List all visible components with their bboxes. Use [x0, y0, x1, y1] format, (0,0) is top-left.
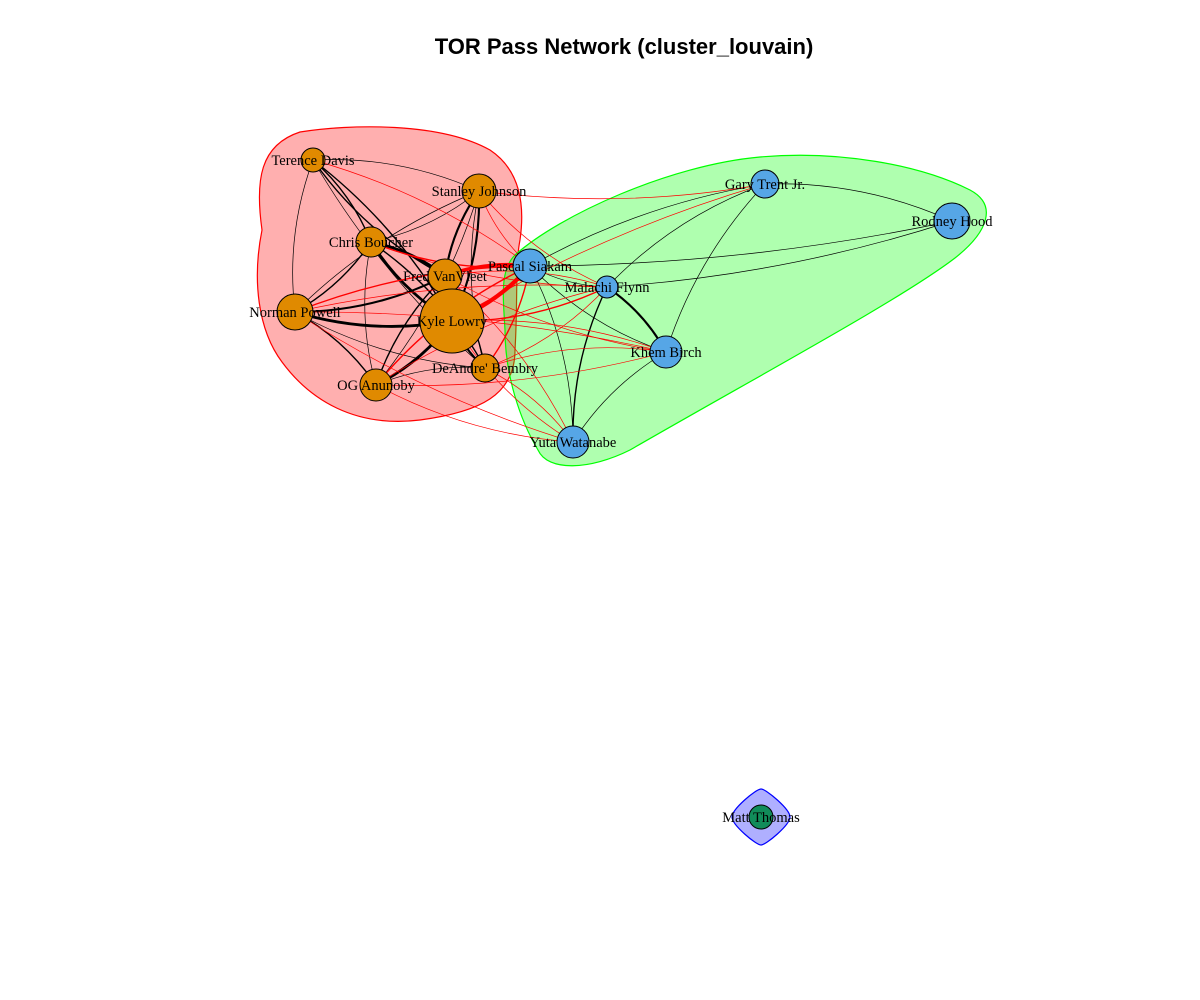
player-node-boucher — [355, 226, 387, 258]
player-node-trent — [750, 169, 780, 199]
pass-edge — [478, 190, 608, 288]
player-label-birch: Khem Birch — [630, 345, 702, 361]
pass-edge — [312, 159, 531, 267]
pass-edge — [444, 275, 667, 353]
pass-edge — [484, 286, 608, 369]
pass-edge — [478, 183, 766, 200]
player-label-anunoby: OG Anunoby — [337, 378, 415, 394]
pass-edge — [312, 159, 480, 192]
pass-edge — [529, 220, 953, 267]
player-label-davis: Terence Davis — [271, 153, 354, 169]
pass-edge — [484, 347, 667, 369]
player-label-thomas: Matt Thomas — [722, 810, 800, 826]
player-node-bembry — [470, 353, 500, 383]
player-node-powell — [276, 293, 314, 331]
player-node-siakam — [512, 248, 548, 284]
pass-edge — [529, 183, 766, 267]
pass-edge — [312, 159, 446, 277]
pass-edge — [606, 183, 766, 288]
pass-edge — [529, 265, 667, 353]
player-node-anunoby — [359, 368, 393, 402]
player-node-flynn — [595, 275, 619, 299]
pass-edge — [294, 311, 574, 443]
player-label-watanabe: Yuta Watanabe — [530, 435, 617, 451]
player-nodes — [276, 147, 971, 830]
chart-title: TOR Pass Network (cluster_louvain) — [434, 34, 814, 59]
pass-edge — [294, 311, 486, 369]
player-label-johnson: Stanley Johnson — [432, 184, 527, 200]
player-label-hood: Rodney Hood — [912, 214, 994, 230]
pass-edge — [451, 183, 766, 322]
pass-edge — [572, 286, 608, 443]
pass-edge — [375, 351, 667, 387]
player-label-vanvleet: Fred VanVleet — [403, 269, 487, 285]
pass-edge — [529, 265, 574, 443]
player-node-watanabe — [556, 425, 590, 459]
pass-edge — [606, 220, 953, 288]
pass-edge — [665, 183, 766, 353]
player-label-boucher: Chris Boucher — [329, 235, 413, 251]
player-label-flynn: Malachi Flynn — [565, 280, 651, 296]
pass-edge — [764, 183, 953, 222]
pass-edge — [294, 265, 531, 313]
player-node-lowry — [419, 288, 485, 354]
player-label-bembry: DeAndre' Bembry — [432, 361, 539, 377]
player-labels: Terence Davis Stanley Johnson Chris Bouche… — [249, 153, 993, 826]
player-label-siakam: Pascal Siakam — [488, 259, 573, 275]
player-node-johnson — [461, 173, 497, 209]
pass-edge — [370, 241, 608, 288]
player-label-lowry: Kyle Lowry — [417, 314, 488, 330]
pass-edge — [364, 241, 377, 386]
player-node-thomas — [748, 804, 774, 830]
pass-edge — [375, 384, 574, 443]
player-node-hood — [933, 202, 971, 240]
player-label-powell: Norman Powell — [249, 305, 340, 321]
player-label-trent: Gary Trent Jr. — [725, 177, 805, 193]
player-node-birch — [649, 335, 683, 369]
cluster-hull-2 — [502, 154, 987, 467]
pass-edge — [375, 286, 608, 386]
player-node-davis — [300, 147, 326, 173]
